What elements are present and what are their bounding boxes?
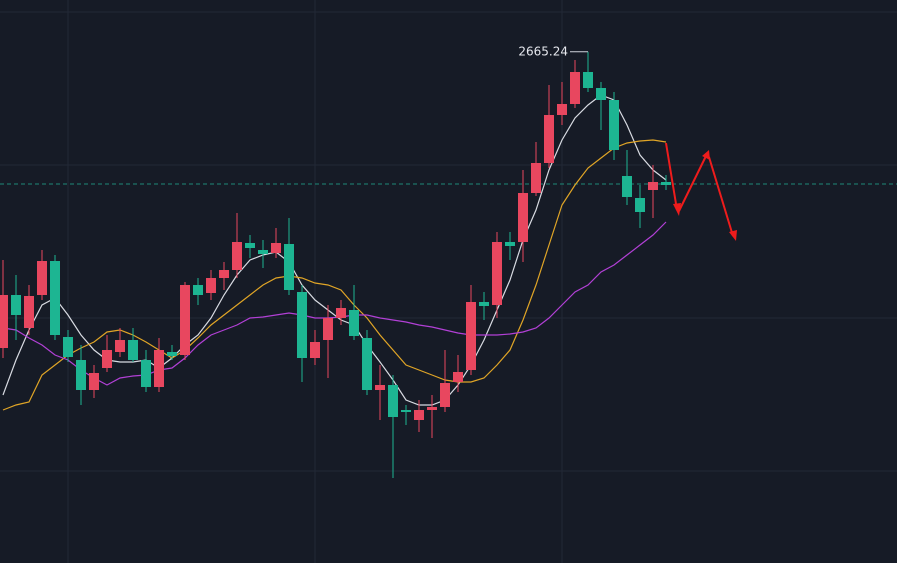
candle-body: [167, 352, 177, 356]
candle-body: [557, 104, 567, 115]
arrow-head: [729, 230, 737, 241]
candle-body: [440, 383, 450, 407]
candle-body: [310, 342, 320, 358]
candle-body: [375, 385, 385, 390]
candle-body: [466, 302, 476, 370]
candle-body: [258, 250, 268, 254]
candle-body: [622, 176, 632, 197]
arrow: [665, 142, 678, 211]
arrow-head: [702, 150, 710, 160]
candle-body: [245, 243, 255, 248]
candle-body: [50, 261, 60, 335]
moving-average-line: [2, 139, 667, 411]
plot: 2665.24: [0, 44, 671, 478]
candle-body: [115, 340, 125, 352]
candle-body: [102, 350, 112, 368]
candle-body: [232, 242, 242, 270]
candle-body: [570, 72, 580, 104]
candle-body: [297, 292, 307, 358]
candle-body: [193, 285, 203, 295]
arrows: [665, 142, 734, 237]
candle-body: [596, 88, 606, 100]
candle-body: [453, 372, 463, 382]
candle-body: [609, 100, 619, 150]
candle-body: [414, 410, 424, 420]
candle-body: [427, 407, 437, 410]
candle-body: [154, 350, 164, 387]
candle-body: [635, 198, 645, 212]
candle-body: [141, 360, 151, 387]
candle-body: [518, 193, 528, 242]
candle-body: [76, 360, 86, 390]
candle-body: [479, 302, 489, 306]
candle-body: [336, 308, 346, 318]
candle-body: [505, 242, 515, 246]
candle-body: [180, 285, 190, 355]
candle-body: [284, 244, 294, 290]
candle-body: [349, 310, 359, 336]
candle-body: [24, 296, 34, 328]
candle-body: [323, 318, 333, 340]
candle-body: [219, 270, 229, 278]
candle-body: [11, 295, 21, 315]
candle-body: [63, 337, 73, 357]
candle-body: [37, 261, 47, 295]
candle-body: [531, 163, 541, 193]
candle-body: [206, 278, 216, 293]
moving-average-line: [2, 221, 667, 386]
arrow: [678, 155, 707, 212]
candle-body: [648, 182, 658, 190]
arrow-heads: [673, 150, 737, 241]
candle-body: [583, 72, 593, 88]
candle-body: [271, 243, 281, 253]
candle-body: [544, 115, 554, 163]
candle-body: [89, 373, 99, 390]
candle-body: [401, 410, 411, 412]
arrow-head: [673, 203, 681, 216]
candle-body: [128, 340, 138, 360]
high-label: 2665.24: [518, 44, 568, 58]
candle-body: [0, 295, 8, 348]
candle-body: [661, 182, 671, 185]
candle-body: [388, 385, 398, 417]
candle-body: [492, 242, 502, 305]
moving-average-line: [2, 94, 667, 406]
arrow: [708, 156, 734, 237]
candle-body: [362, 338, 372, 390]
